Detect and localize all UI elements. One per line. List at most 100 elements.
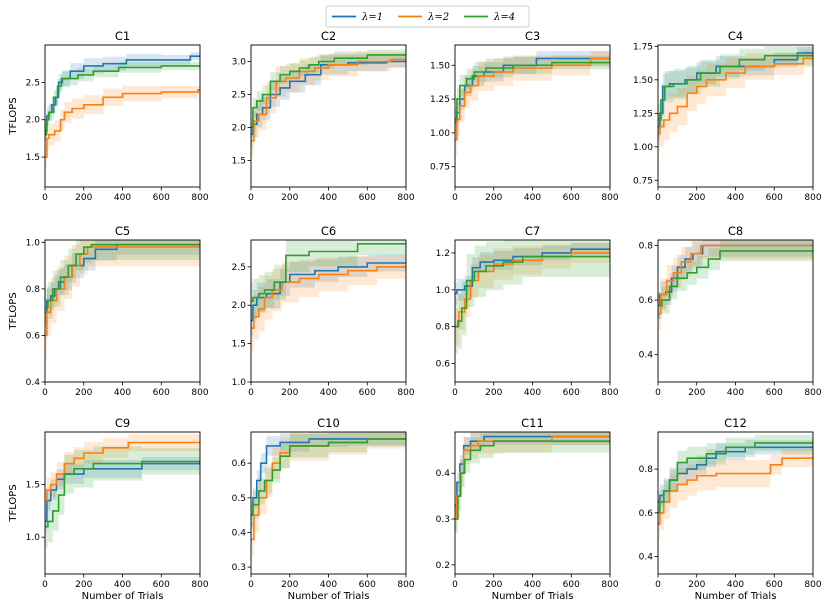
x-tick-label: 600	[563, 580, 580, 590]
panel-c10: 0 200 400 600 800 0.3 0.4 0.5 0.6 C10 Number of Tr…	[232, 416, 415, 602]
band-λ=1	[251, 432, 406, 526]
y-tick-label: 1.50	[633, 76, 653, 86]
y-tick-label: 1.25	[633, 109, 653, 119]
y-tick-label: 0.4	[639, 351, 654, 361]
x-tick-label: 0	[655, 580, 661, 590]
y-tick-label: 1.0	[436, 286, 451, 296]
series-line-λ=4	[45, 460, 200, 528]
plot-area	[455, 240, 610, 355]
band-λ=2	[251, 432, 406, 557]
x-tick-label: 0	[655, 388, 661, 398]
band-λ=2	[658, 240, 813, 331]
plot-area	[251, 240, 406, 352]
y-tick-label: 0.8	[639, 465, 654, 475]
x-tick-label: 200	[485, 193, 502, 203]
series-line-λ=4	[658, 54, 813, 121]
legend: λ=1 λ=2 λ=4	[325, 5, 530, 28]
y-tick-label: 2.0	[232, 124, 247, 134]
series-line-λ=4	[658, 440, 813, 514]
series-line-λ=1	[251, 438, 406, 516]
x-tick-label: 400	[524, 388, 541, 398]
x-tick-label: 800	[804, 193, 821, 203]
x-tick-label: 200	[688, 388, 705, 398]
x-tick-label: 400	[320, 580, 337, 590]
y-tick-label: 0.6	[639, 296, 654, 306]
y-tick-label: 0.6	[436, 360, 451, 370]
y-tick-label: 1.0	[26, 533, 41, 543]
x-tick-label: 600	[766, 388, 783, 398]
panel-c3: 0 200 400 600 800 0.75 1.00 1.25 1.50 C3	[430, 29, 619, 203]
x-tick-label: 0	[452, 193, 458, 203]
x-tick-label: 400	[727, 193, 744, 203]
y-tick-label: 0.3	[232, 563, 246, 573]
series-line-λ=4	[455, 255, 610, 328]
x-tick-label: 800	[397, 388, 414, 398]
x-tick-label: 600	[766, 193, 783, 203]
plot-area	[658, 46, 813, 154]
legend-label: λ=1	[361, 12, 383, 23]
series-line-λ=2	[251, 58, 406, 142]
panel-title: C7	[525, 224, 540, 238]
x-tick-label: 0	[452, 388, 458, 398]
x-tick-label: 200	[281, 580, 298, 590]
panel-c5: 0 200 400 600 800 0.4 0.6 0.8 1.0 C5 TFLOPS	[8, 224, 209, 398]
x-tick-label: 800	[804, 388, 821, 398]
series-line-λ=4	[45, 65, 200, 136]
x-tick-label: 600	[766, 580, 783, 590]
x-tick-label: 600	[153, 193, 170, 203]
series-line-λ=4	[251, 438, 406, 516]
plot-area	[658, 434, 813, 542]
plot-area	[455, 432, 610, 533]
y-tick-label: 0.75	[633, 176, 653, 186]
x-tick-label: 800	[601, 580, 618, 590]
panel-c4: 0 200 400 600 800 0.75 1.00 1.25 1.50 1.75 C4	[633, 29, 822, 203]
panel-title: C9	[115, 416, 130, 430]
band-λ=4	[658, 240, 813, 320]
x-tick-label: 600	[563, 193, 580, 203]
y-tick-label: 1.25	[430, 95, 450, 105]
band-λ=4	[45, 61, 200, 143]
band-λ=4	[455, 240, 610, 355]
x-tick-label: 200	[75, 580, 92, 590]
y-tick-label: 0.4	[436, 469, 451, 479]
panel-c9: 0 200 400 600 800 1.0 1.5 C9 TFLOPS Number of Tri…	[8, 416, 209, 602]
x-tick-label: 200	[75, 193, 92, 203]
y-tick-label: 0.6	[639, 509, 654, 519]
y-tick-label: 1.00	[633, 143, 653, 153]
y-tick-label: 1.50	[430, 61, 450, 71]
y-tick-label: 0.3	[436, 515, 450, 525]
band-λ=1	[455, 432, 610, 515]
series-line-λ=2	[658, 244, 813, 315]
y-tick-label: 2.0	[26, 116, 41, 126]
x-tick-label: 0	[248, 580, 254, 590]
legend-label: λ=4	[493, 12, 515, 23]
y-tick-label: 1.5	[26, 153, 40, 163]
series-line-λ=4	[251, 54, 406, 129]
x-tick-label: 400	[320, 193, 337, 203]
plot-area	[251, 432, 406, 557]
panel-c8: 0 200 400 600 800 0.4 0.6 0.8 C8	[639, 224, 822, 398]
x-tick-label: 0	[248, 388, 254, 398]
y-tick-label: 0.2	[436, 561, 450, 571]
series-line-λ=2	[45, 441, 200, 502]
plot-area	[658, 240, 813, 331]
plot-area	[45, 240, 200, 359]
series-line-λ=4	[658, 250, 813, 307]
series-line-λ=4	[251, 243, 406, 303]
series-line-λ=4	[455, 440, 610, 520]
panel-title: C4	[728, 29, 743, 43]
y-tick-label: 1.0	[232, 378, 247, 388]
y-axis-label: TFLOPS	[8, 97, 19, 135]
x-tick-label: 800	[397, 193, 414, 203]
x-tick-label: 800	[191, 580, 208, 590]
series-line-λ=4	[45, 243, 200, 309]
x-tick-label: 800	[191, 193, 208, 203]
y-tick-label: 1.5	[232, 340, 246, 350]
x-tick-label: 800	[601, 388, 618, 398]
x-tick-label: 200	[485, 388, 502, 398]
panel-title: C3	[525, 29, 540, 43]
x-tick-label: 800	[601, 193, 618, 203]
x-tick-label: 0	[655, 193, 661, 203]
